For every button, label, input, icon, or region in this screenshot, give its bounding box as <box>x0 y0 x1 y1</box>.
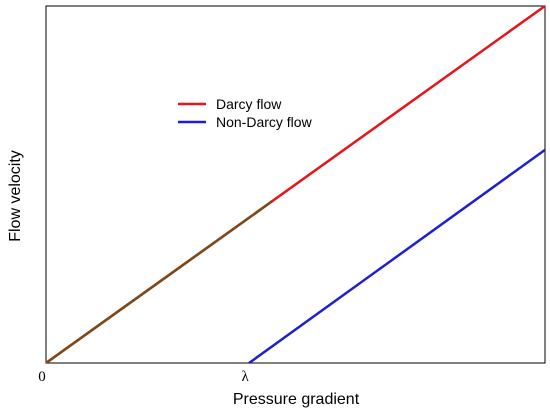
x-tick-label-origin: 0 <box>38 369 46 385</box>
x-axis-label: Pressure gradient <box>233 391 360 408</box>
series-layer <box>45 4 546 365</box>
legend: Darcy flow Non-Darcy flow <box>178 96 313 130</box>
series-line-non-darcy-flow <box>248 148 546 365</box>
plot-frame <box>45 5 546 364</box>
y-axis-label: Flow velocity <box>7 150 24 242</box>
legend-label-darcy-flow: Darcy flow <box>216 96 282 112</box>
x-tick-label-lambda: λ <box>241 369 249 385</box>
legend-label-non-darcy-flow: Non-Darcy flow <box>216 114 313 130</box>
overlap-segment <box>45 200 273 365</box>
